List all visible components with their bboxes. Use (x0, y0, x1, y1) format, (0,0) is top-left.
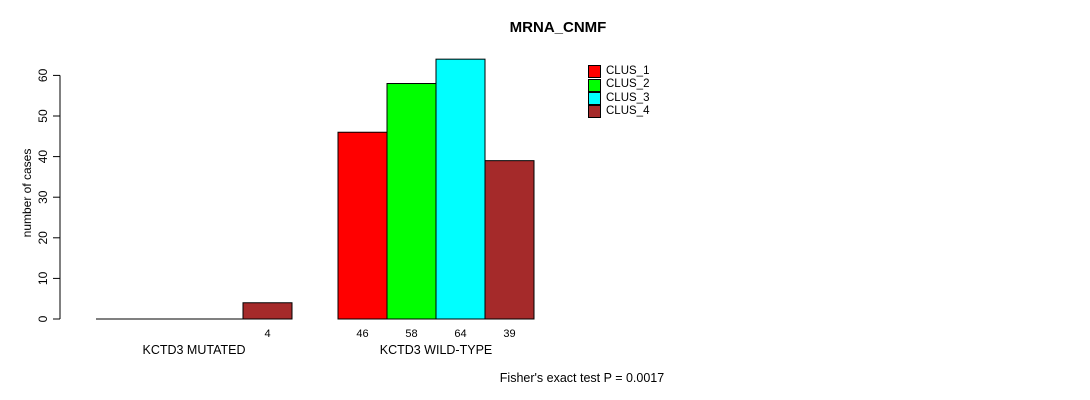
legend-item-CLUS_3: CLUS_3 (588, 92, 649, 105)
legend-swatch (588, 78, 601, 92)
y-tick-label: 60 (36, 68, 50, 82)
y-tick-label: 10 (36, 271, 50, 285)
legend-item-CLUS_2: CLUS_2 (588, 78, 650, 92)
y-tick-label: 30 (36, 190, 50, 204)
bar-CLUS_1-group1 (337, 131, 388, 320)
y-tick-label: 40 (36, 150, 50, 164)
y-tick-label: 50 (36, 109, 50, 123)
legend-swatch (588, 65, 601, 79)
group-label-0: KCTD3 MUTATED (142, 343, 245, 357)
legend: CLUS_1 CLUS_2 CLUS_3 CLUS_4 (588, 65, 649, 119)
bar-CLUS_3-group1 (435, 58, 486, 320)
bar-value-label: 46 (356, 328, 368, 340)
bar-value-label: 4 (264, 328, 270, 340)
bar-value-label: 58 (405, 328, 417, 340)
y-tick-label: 20 (36, 231, 50, 245)
legend-item-CLUS_4: CLUS_4 (588, 105, 650, 119)
bar-CLUS_4-group1 (484, 160, 535, 320)
bar-CLUS_4-group0 (242, 302, 293, 320)
legend-swatch (588, 105, 601, 119)
legend-label: CLUS_1 (606, 65, 650, 77)
legend-label: CLUS_2 (606, 78, 650, 91)
annotation-text: Fisher's exact test P = 0.0017 (499, 371, 665, 385)
bar-value-label: 64 (454, 328, 466, 340)
group-label-1: KCTD3 WILD-TYPE (380, 343, 493, 357)
legend-item-CLUS_1: CLUS_1 (588, 65, 650, 79)
bar-value-label: 39 (503, 328, 515, 340)
y-tick-label: 0 (36, 315, 50, 322)
bar-CLUS_2-group1 (386, 83, 437, 320)
legend-swatch (588, 91, 601, 105)
chart-title: MRNA_CNMF (509, 19, 607, 36)
legend-label: CLUS_4 (606, 105, 650, 118)
legend-label: CLUS_3 (606, 91, 650, 104)
